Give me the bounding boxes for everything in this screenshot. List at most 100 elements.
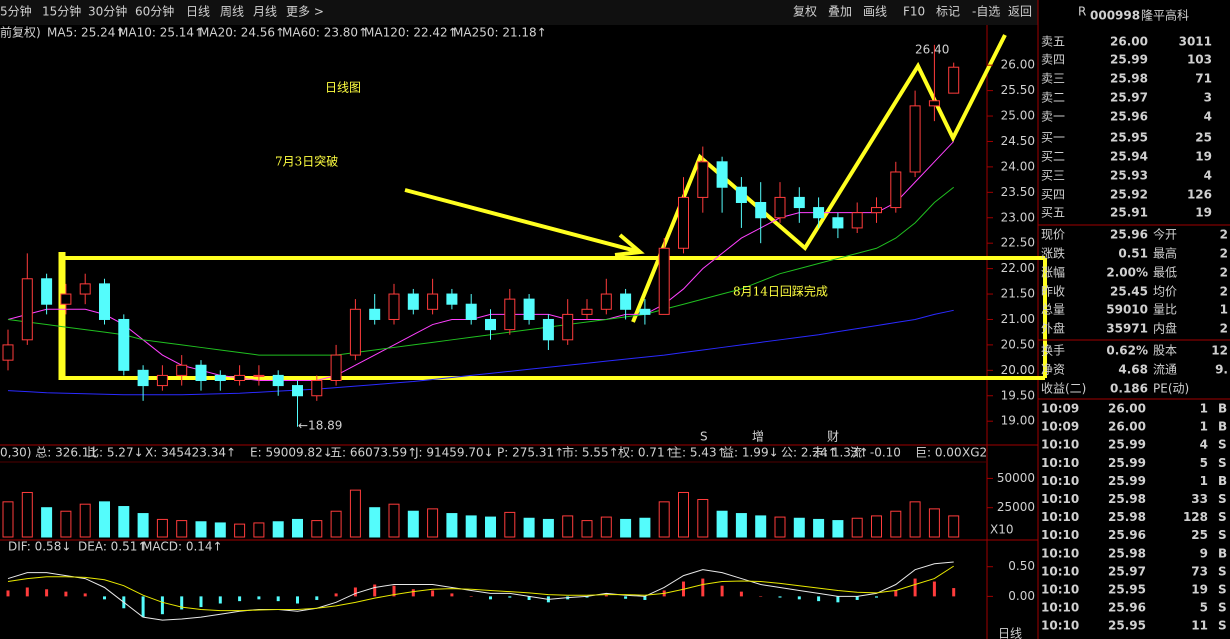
candle-body xyxy=(813,207,825,219)
y-tick-label: 24.50 xyxy=(1001,134,1035,148)
tick-volume: 128 xyxy=(1183,510,1208,524)
book-volume: 19 xyxy=(1195,150,1212,164)
y-tick-label: 21.50 xyxy=(1001,287,1035,301)
volume-bar xyxy=(79,503,91,538)
drawing xyxy=(58,34,1047,380)
tool-button[interactable]: 叠加 xyxy=(828,5,852,19)
tick-time: 10:09 xyxy=(1041,402,1079,416)
stat-label: 内盘 xyxy=(1153,321,1177,336)
volume-bar xyxy=(716,510,728,538)
tick-volume: 19 xyxy=(1191,583,1208,597)
candle-body xyxy=(600,293,612,310)
volume-bar xyxy=(446,513,458,538)
volume-bar xyxy=(485,516,496,538)
macd-bar xyxy=(6,590,10,597)
volume-bar xyxy=(427,508,439,538)
macd-bar xyxy=(759,596,763,597)
ma-legend: MA60: 23.80↑ xyxy=(282,26,368,40)
tick-side: S xyxy=(1218,583,1227,597)
tool-button[interactable]: 复权 xyxy=(793,5,817,19)
tick-price: 25.97 xyxy=(1108,564,1146,578)
annotation: 7月3日突破 xyxy=(275,154,338,169)
candle-body xyxy=(407,293,419,310)
candle-body xyxy=(678,196,689,249)
book-label: 买三 xyxy=(1041,169,1065,183)
macd-bar xyxy=(817,596,821,602)
book-label: 买二 xyxy=(1041,150,1065,164)
stat-value: 35971 xyxy=(1106,322,1148,336)
volume-bar xyxy=(620,518,632,538)
volume-bar xyxy=(600,516,612,538)
period-tab[interactable]: 15分钟 xyxy=(42,4,81,19)
book-volume: 3 xyxy=(1204,91,1212,105)
period-tab[interactable]: 日线 xyxy=(186,5,210,19)
stat-label: 总量 xyxy=(1041,303,1065,317)
volume-legend: XG2 xyxy=(962,446,987,460)
volume-legend: E: 59009.82↓ xyxy=(250,446,333,460)
tick-time: 10:10 xyxy=(1041,456,1079,470)
period-tab[interactable]: 月线 xyxy=(253,5,277,19)
candle-body xyxy=(60,293,72,305)
stat-value: 0.186 xyxy=(1110,382,1148,396)
macd-line xyxy=(7,561,954,621)
candle-body xyxy=(793,196,805,209)
tool-button[interactable]: -自选 xyxy=(972,5,1000,19)
macd-bar xyxy=(218,596,222,604)
tool-button[interactable]: 画线 xyxy=(863,5,887,19)
stat-label: 外盘 xyxy=(1041,321,1065,336)
volume-bar xyxy=(234,523,246,538)
tick-volume: 5 xyxy=(1200,601,1208,615)
footer-tab[interactable]: 日线 xyxy=(998,627,1022,639)
tick-time: 10:10 xyxy=(1041,601,1079,615)
book-price: 25.94 xyxy=(1110,150,1148,164)
stat-label: 最低 xyxy=(1153,266,1177,280)
macd-bar xyxy=(64,591,68,597)
macd-bar xyxy=(103,596,106,600)
tool-button[interactable]: 标记 xyxy=(936,5,960,19)
tool-button[interactable]: F10 xyxy=(903,5,925,19)
candle-body xyxy=(562,313,574,341)
macd-bar xyxy=(720,585,724,597)
volume-bar xyxy=(542,518,554,538)
candle-body xyxy=(369,308,381,320)
volume-bar xyxy=(928,508,940,538)
macd-bar xyxy=(797,596,801,600)
period-tab[interactable]: 60分钟 xyxy=(135,4,174,19)
tick-volume: 5 xyxy=(1200,456,1208,470)
volume-bar xyxy=(99,501,110,538)
period-tab[interactable]: 周线 xyxy=(220,5,244,19)
volume-bar xyxy=(311,520,323,538)
volume-bar xyxy=(909,501,921,538)
macd-bar xyxy=(585,596,589,598)
period-tab[interactable]: 5分钟 xyxy=(0,4,32,19)
period-tab[interactable]: 更多 > xyxy=(286,5,324,19)
tick-time: 10:09 xyxy=(1041,420,1079,434)
volume-bar xyxy=(118,506,130,538)
book-price: 25.98 xyxy=(1110,72,1148,86)
macd-bar xyxy=(913,578,917,597)
stat-label: 股本 xyxy=(1153,344,1177,358)
period-tab[interactable]: 30分钟 xyxy=(88,4,127,19)
macd-bar xyxy=(739,591,743,597)
macd-bar xyxy=(836,596,840,603)
macd-legend: DIF: 0.58↓ xyxy=(8,540,71,554)
volume-bar xyxy=(407,510,419,538)
volume-bar xyxy=(214,522,226,538)
book-label: 买五 xyxy=(1041,206,1065,220)
candle-body xyxy=(948,66,960,94)
stat-value: 1 xyxy=(1220,303,1228,317)
tick-side: B xyxy=(1218,474,1227,488)
macd-legend: MACD: 0.14↑ xyxy=(142,540,223,554)
tool-button[interactable]: 返回 xyxy=(1008,5,1032,19)
macd-bar xyxy=(141,596,145,618)
macd-bar xyxy=(315,596,319,600)
book-label: 卖一 xyxy=(1041,110,1065,124)
candle-body xyxy=(195,364,207,381)
macd-bar xyxy=(604,595,608,597)
tick-side: B xyxy=(1218,420,1227,434)
candle-body xyxy=(465,303,477,320)
macd-bar xyxy=(353,587,357,597)
volume-legend: 0,30) 总: 326.11 xyxy=(0,446,97,460)
macd-bar xyxy=(334,593,338,597)
stat-label: 今开 xyxy=(1153,227,1177,242)
